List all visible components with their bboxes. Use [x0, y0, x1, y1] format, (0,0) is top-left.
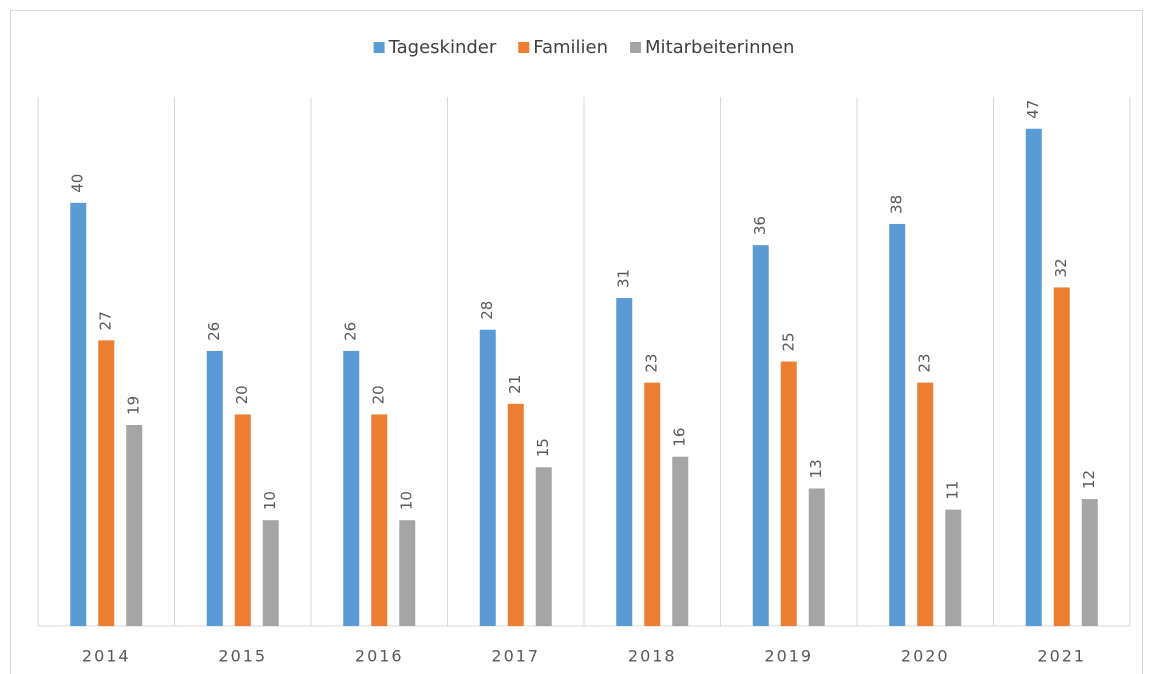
data-label: 15 — [534, 438, 552, 457]
bar — [945, 509, 962, 626]
bar — [535, 467, 552, 626]
x-tick-label: 2017 — [491, 647, 540, 666]
data-label: 27 — [97, 311, 115, 330]
bar — [808, 488, 825, 626]
chart-frame — [10, 10, 1143, 674]
data-label: 38 — [888, 195, 906, 214]
data-label: 23 — [643, 354, 661, 373]
data-label: 28 — [478, 301, 496, 320]
bar — [1053, 287, 1070, 626]
data-label: 40 — [69, 174, 87, 193]
data-label: 19 — [125, 396, 143, 415]
data-label: 31 — [615, 269, 633, 288]
legend-label: Familien — [533, 37, 608, 58]
x-tick-label: 2014 — [82, 647, 131, 666]
legend-swatch — [518, 42, 530, 53]
data-label: 26 — [342, 322, 360, 341]
bar — [262, 520, 279, 626]
bar — [126, 424, 143, 626]
data-label: 10 — [261, 491, 279, 510]
bar — [479, 329, 496, 626]
data-label: 11 — [944, 481, 962, 500]
bar — [644, 382, 661, 626]
bar — [1025, 128, 1042, 627]
data-label: 26 — [205, 322, 223, 341]
bar — [917, 382, 934, 626]
data-label: 20 — [233, 385, 251, 404]
x-tick-label: 2021 — [1037, 647, 1086, 666]
data-label: 23 — [916, 354, 934, 373]
data-label: 10 — [398, 491, 416, 510]
data-label: 36 — [751, 216, 769, 235]
data-label: 47 — [1024, 100, 1042, 119]
bar — [672, 456, 689, 626]
bar — [234, 414, 251, 626]
bar — [98, 340, 115, 626]
bar — [399, 520, 416, 626]
data-label: 16 — [671, 428, 689, 447]
data-label: 13 — [807, 459, 825, 478]
x-tick-label: 2018 — [628, 647, 677, 666]
data-label: 25 — [779, 332, 797, 351]
bar — [371, 414, 388, 626]
bar — [616, 298, 633, 626]
bar — [752, 245, 769, 626]
bar — [206, 350, 223, 626]
x-tick-label: 2020 — [901, 647, 950, 666]
bar — [889, 223, 906, 626]
bar — [343, 350, 360, 626]
data-label: 21 — [506, 375, 524, 394]
data-label: 20 — [370, 385, 388, 404]
x-tick-label: 2015 — [218, 647, 267, 666]
bar — [1081, 499, 1098, 626]
bar — [70, 202, 87, 627]
legend-label: Mitarbeiterinnen — [645, 37, 794, 58]
data-label: 12 — [1080, 470, 1098, 489]
legend-label: Tageskinder — [388, 37, 497, 58]
x-tick-label: 2019 — [764, 647, 813, 666]
bar — [507, 403, 524, 626]
bar — [780, 361, 797, 626]
legend-swatch — [630, 42, 642, 53]
data-label: 32 — [1052, 258, 1070, 277]
x-tick-label: 2016 — [355, 647, 404, 666]
legend-swatch — [373, 42, 385, 53]
